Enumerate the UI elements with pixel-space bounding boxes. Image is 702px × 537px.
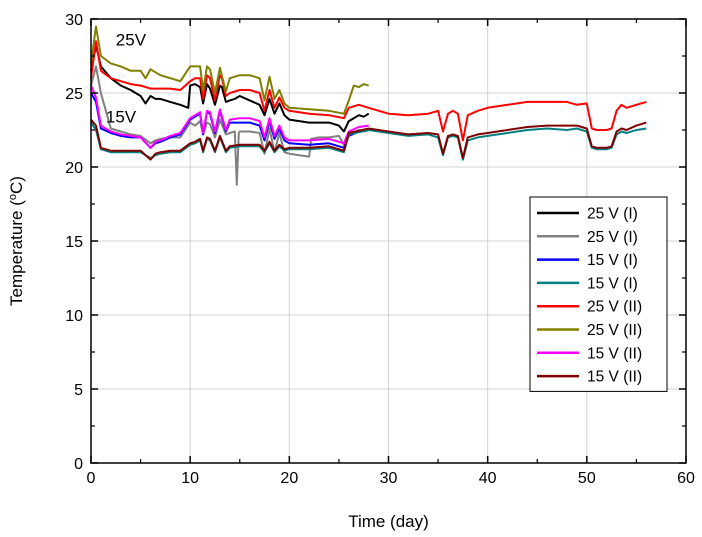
x-tick-label: 50 bbox=[578, 470, 596, 487]
y-tick-label: 25 bbox=[65, 86, 83, 103]
annotation-label-1: 25V bbox=[116, 31, 147, 50]
legend-box bbox=[529, 196, 668, 392]
annotation-label-2: 15V bbox=[106, 108, 137, 127]
y-axis-title-main: Temperature ( bbox=[7, 200, 26, 306]
x-tick-label: 20 bbox=[280, 470, 298, 487]
x-tick-label: 30 bbox=[380, 470, 398, 487]
series-line-1 bbox=[90, 44, 370, 133]
x-tick-label: 0 bbox=[87, 470, 96, 487]
legend-label-7: 15 V (II) bbox=[587, 345, 642, 362]
y-tick-label: 0 bbox=[74, 456, 83, 473]
y-axis-title: Temperature (oC) bbox=[7, 176, 26, 306]
legend-label-8: 15 V (II) bbox=[587, 369, 642, 386]
series-line-7 bbox=[90, 85, 369, 149]
series-line-5 bbox=[90, 40, 647, 142]
y-tick-label: 20 bbox=[65, 160, 83, 177]
x-tick-label: 60 bbox=[677, 470, 695, 487]
legend-label-2: 25 V (I) bbox=[587, 229, 638, 246]
legend-label-4: 15 V (I) bbox=[587, 275, 638, 292]
y-axis-title-superscript: o bbox=[7, 194, 19, 200]
legend-label-1: 25 V (I) bbox=[587, 206, 638, 223]
y-tick-label: 10 bbox=[65, 308, 83, 325]
legend-label-6: 25 V (II) bbox=[587, 322, 642, 339]
series-line-4 bbox=[90, 122, 647, 161]
y-tick-label: 30 bbox=[65, 12, 83, 29]
series-line-6 bbox=[90, 25, 369, 115]
legend-label-3: 15 V (I) bbox=[587, 252, 638, 269]
legend: 25 V (I) 25 V (I) 15 V (I) 15 V (I) 25 V (II… bbox=[529, 196, 668, 392]
series-lines bbox=[90, 25, 647, 186]
y-tick-label: 5 bbox=[74, 382, 83, 399]
legend-items: 25 V (I) 25 V (I) 15 V (I) 15 V (I) 25 V (II… bbox=[537, 206, 642, 386]
x-tick-label: 10 bbox=[181, 470, 199, 487]
axis-ticks: 0 10 20 30 40 50 60 0 5 10 15 20 25 30 bbox=[65, 12, 695, 487]
x-axis-title: Time (day) bbox=[348, 512, 429, 531]
annotations: 25V 15V bbox=[106, 31, 147, 127]
legend-label-5: 25 V (II) bbox=[587, 299, 642, 316]
series-line-8 bbox=[90, 118, 647, 161]
series-line-2 bbox=[90, 65, 369, 186]
y-tick-label: 15 bbox=[65, 234, 83, 251]
y-axis-title-tail: C) bbox=[7, 176, 26, 194]
x-tick-label: 40 bbox=[479, 470, 497, 487]
